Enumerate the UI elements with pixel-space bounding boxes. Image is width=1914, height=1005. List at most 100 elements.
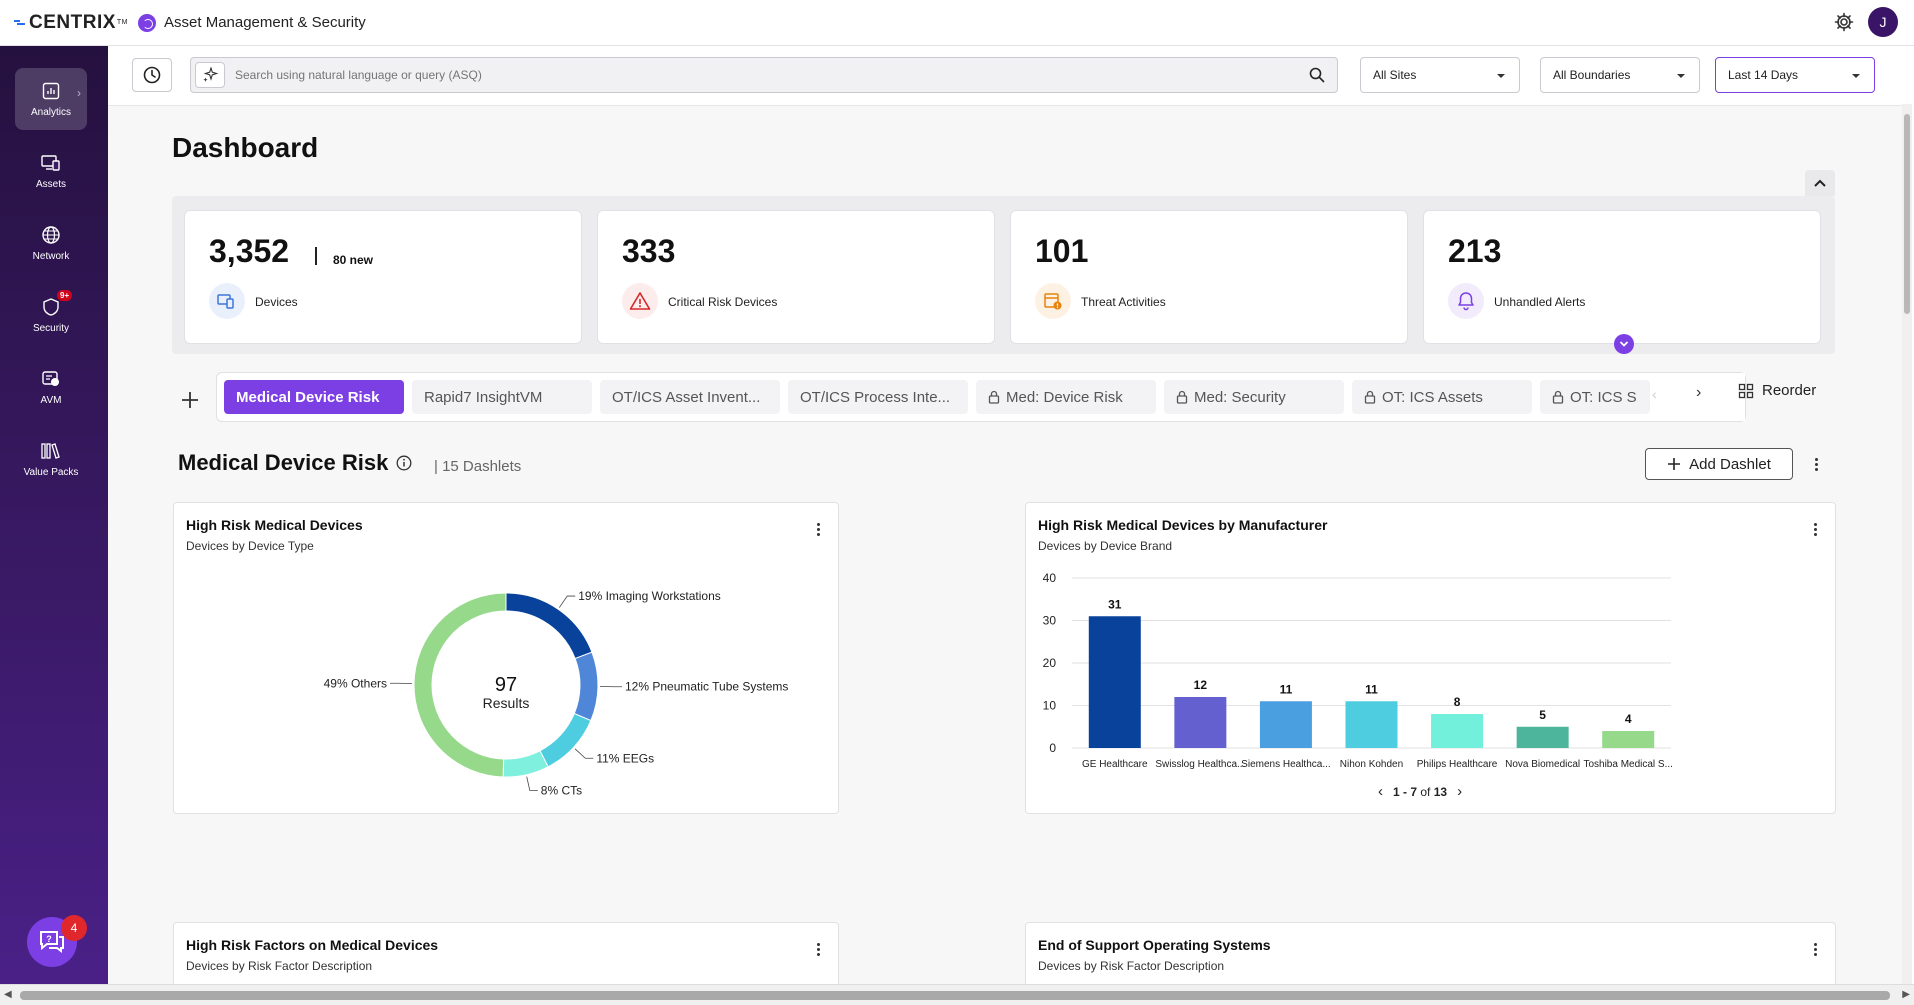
bar[interactable] [1174,697,1227,748]
tab-label: OT: ICS Assets [1382,388,1483,406]
dashlet-count: | 15 Dashlets [434,458,522,475]
donut-slice-label: 19% Imaging Workstations [578,589,721,603]
chevron-down-icon [1619,341,1629,347]
sidebar-item-assets[interactable]: Assets [15,140,87,202]
time-range-dropdown[interactable]: Last 14 Days [1715,57,1875,93]
scroll-left-arrow-icon[interactable]: ◀ [4,989,12,1000]
ai-sparkle-button[interactable] [195,62,225,88]
help-chat-icon: ? [40,931,64,953]
tab-med-device-risk[interactable]: Med: Device Risk [976,380,1156,414]
bar[interactable] [1345,701,1398,748]
collapse-kpis-button[interactable] [1805,170,1835,196]
donut-slice[interactable] [573,651,599,722]
sidebar-item-label: Analytics [30,107,71,118]
add-dashlet-button[interactable]: Add Dashlet [1645,448,1793,480]
donut-slice[interactable] [502,750,549,778]
donut-slice[interactable] [413,592,507,778]
vertical-scroll-thumb[interactable] [1904,114,1910,314]
history-button[interactable] [132,58,172,92]
tabs-scroll-left-icon[interactable]: ‹ [1652,386,1657,402]
pager-prev-icon[interactable]: ‹ [1378,783,1383,800]
devices-icon [209,283,245,319]
page-title: Dashboard [172,132,319,163]
analytics-icon [40,80,62,102]
tab-ot-ics-assets[interactable]: OT: ICS Assets [1352,380,1532,414]
bar[interactable] [1088,616,1141,748]
kpi-card-threat-activities[interactable]: 101 Threat Activities [1010,210,1408,344]
user-avatar[interactable]: J [1868,7,1898,37]
info-icon[interactable] [396,455,412,471]
sidebar-item-value-packs[interactable]: Value Packs [15,428,87,490]
kpi-card-devices[interactable]: 3,352 80 new Devices [184,210,582,344]
svg-text:?: ? [46,934,52,944]
threat-icon [1035,283,1071,319]
brand-logo[interactable]: CENTRIX TM [14,12,128,34]
horizontal-scrollbar[interactable]: ◀ ▶ [0,984,1914,1005]
donut-leader-line [558,595,576,608]
lock-icon [1364,390,1376,404]
warning-icon [622,283,658,319]
bar[interactable] [1431,714,1484,748]
tab-medical-device-risk[interactable]: Medical Device Risk [224,380,404,414]
x-tick-label: Siemens Healthca... [1241,759,1331,770]
settings-gear-icon[interactable] [1834,12,1854,32]
sidebar-item-security[interactable]: 9+ Security [15,284,87,346]
kpi-card-critical-risk[interactable]: 333 Critical Risk Devices [597,210,995,344]
expand-kpis-button[interactable] [1614,334,1634,354]
tab-ot-ics-s[interactable]: OT: ICS S [1540,380,1650,414]
bar[interactable] [1602,731,1655,748]
sites-dropdown[interactable]: All Sites [1360,57,1520,93]
chevron-right-icon: › [77,86,81,100]
kpi-value: 3,352 [209,233,290,269]
donut-slice-label: 11% EEGs [596,751,654,765]
tab-med-security[interactable]: Med: Security [1164,380,1344,414]
bar-value-label: 8 [1454,695,1461,709]
tab-rapid7-insightvm[interactable]: Rapid7 InsightVM [412,380,592,414]
donut-leader-line [574,748,594,759]
boundaries-dropdown[interactable]: All Boundaries [1540,57,1700,93]
card-title: End of Support Operating Systems [1038,937,1271,953]
horizontal-scroll-thumb[interactable] [20,991,1890,1000]
tab-otics-process-integrity[interactable]: OT/ICS Process Inte... [788,380,968,414]
pager-of: of [1420,784,1431,799]
card-menu-icon[interactable] [1807,521,1823,537]
donut-chart: 19% Imaging Workstations 12% Pneumatic Tu… [324,589,789,797]
kpi-separator [315,247,317,265]
donut-slice-label: 8% CTs [541,783,582,797]
sidebar-item-network[interactable]: Network [15,212,87,274]
search-input[interactable] [235,68,1309,82]
time-range-selected: Last 14 Days [1728,68,1799,82]
section-title-text: Medical Device Risk [178,450,389,475]
add-tab-button[interactable] [176,386,204,414]
caret-down-icon [1497,74,1505,78]
reorder-button[interactable]: Reorder [1738,382,1816,399]
card-menu-icon[interactable] [810,941,826,957]
card-menu-icon[interactable] [810,521,826,537]
pager-next-icon[interactable]: › [1457,783,1463,800]
donut-slice[interactable] [539,712,592,768]
bar[interactable] [1516,726,1569,748]
section-menu-icon[interactable] [1808,456,1824,472]
avm-icon [40,368,62,390]
brand-mark-icon [14,18,28,27]
card-high-risk-medical-devices: High Risk Medical Devices Devices by Dev… [173,502,839,814]
bar[interactable] [1259,701,1312,748]
card-title: High Risk Factors on Medical Devices [186,937,439,953]
sites-selected: All Sites [1373,68,1417,82]
sidebar-item-analytics[interactable]: Analytics › [15,68,87,130]
bar-value-label: 11 [1280,682,1293,696]
card-menu-icon[interactable] [1807,941,1823,957]
kpi-card-unhandled-alerts[interactable]: 213 Unhandled Alerts [1423,210,1821,344]
kpi-label: Devices [255,295,298,309]
donut-center-value: 97 [495,674,517,696]
y-tick-label: 0 [1049,741,1056,755]
search-icon[interactable] [1309,67,1325,83]
sidebar-item-avm[interactable]: AVM [15,356,87,418]
sidebar-item-label: AVM [40,395,62,406]
vertical-scrollbar[interactable] [1902,104,1912,984]
search-bar [190,57,1338,93]
tab-otics-asset-inventory[interactable]: OT/ICS Asset Invent... [600,380,780,414]
tab-label: OT/ICS Asset Invent... [612,388,761,406]
scroll-right-arrow-icon[interactable]: ▶ [1902,989,1910,1000]
tabs-scroll-right-icon[interactable]: › [1696,384,1702,401]
